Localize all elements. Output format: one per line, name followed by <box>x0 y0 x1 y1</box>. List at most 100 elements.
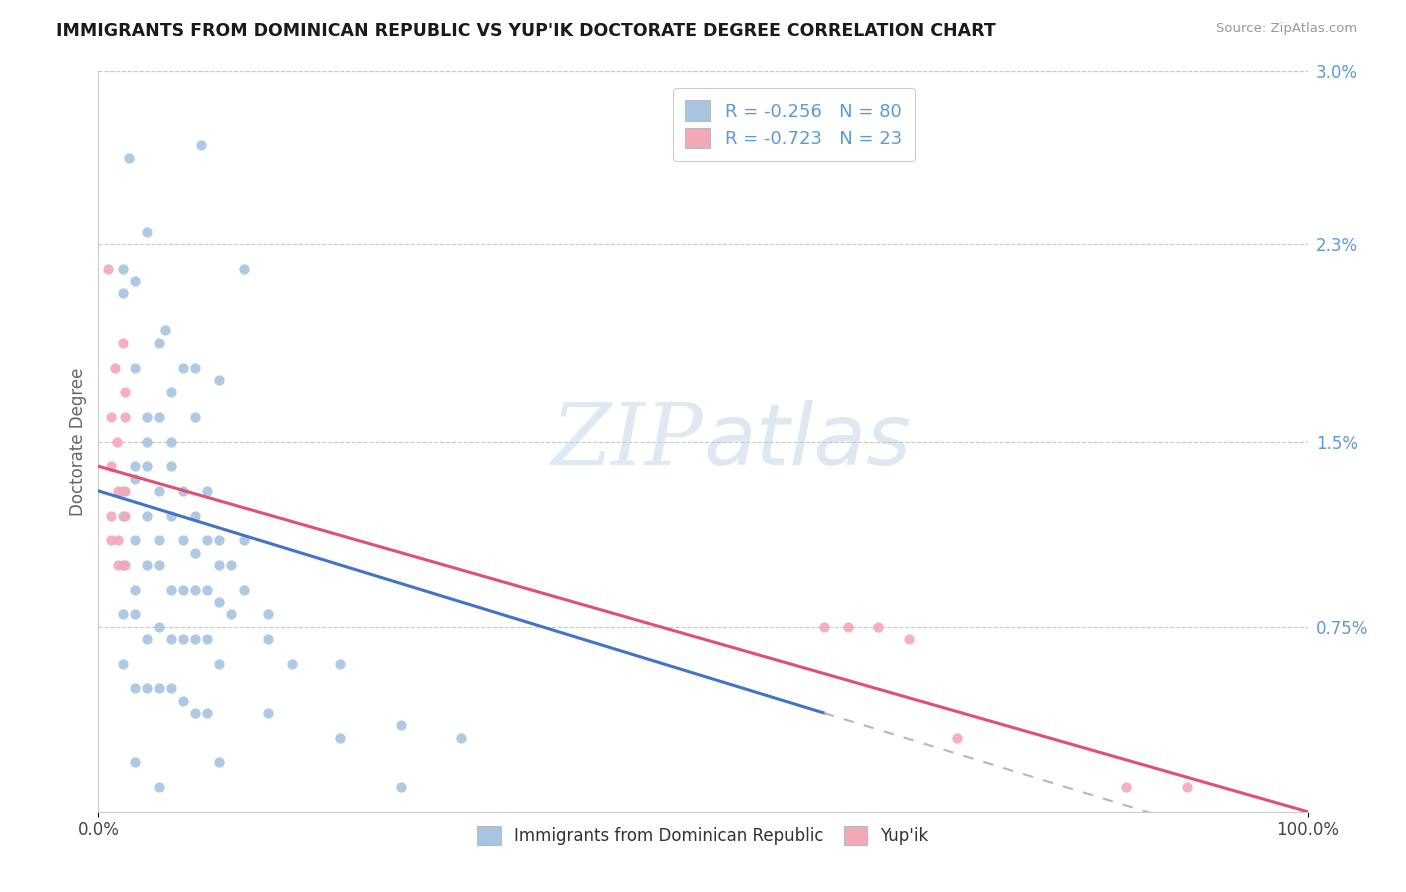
Point <box>160 582 183 597</box>
Point <box>153 324 176 338</box>
Point <box>111 286 134 301</box>
Point <box>148 619 170 633</box>
Point <box>114 508 136 523</box>
Point <box>97 261 120 276</box>
Point <box>837 619 859 633</box>
Point <box>111 558 134 572</box>
Legend: Immigrants from Dominican Republic, Yup'ik: Immigrants from Dominican Republic, Yup'… <box>467 816 939 855</box>
Point <box>148 533 170 548</box>
Point <box>124 360 146 375</box>
Point <box>1175 780 1198 794</box>
Point <box>160 434 183 449</box>
Point <box>208 533 231 548</box>
Point <box>111 607 134 622</box>
Point <box>208 558 231 572</box>
Point <box>172 533 194 548</box>
Point <box>195 483 218 498</box>
Point <box>124 756 146 770</box>
Point <box>100 459 122 474</box>
Point <box>148 558 170 572</box>
Point <box>107 558 129 572</box>
Text: atlas: atlas <box>703 400 911 483</box>
Point <box>105 434 128 449</box>
Text: IMMIGRANTS FROM DOMINICAN REPUBLIC VS YUP'IK DOCTORATE DEGREE CORRELATION CHART: IMMIGRANTS FROM DOMINICAN REPUBLIC VS YU… <box>56 22 995 40</box>
Point <box>256 607 278 622</box>
Point <box>124 274 146 288</box>
Point <box>114 385 136 400</box>
Point <box>208 657 231 671</box>
Point <box>450 731 472 745</box>
Point <box>184 508 207 523</box>
Point <box>160 459 183 474</box>
Point <box>184 632 207 646</box>
Point <box>184 545 207 560</box>
Point <box>104 360 127 375</box>
Point <box>107 483 129 498</box>
Point <box>135 681 157 696</box>
Point <box>148 780 170 794</box>
Point <box>897 632 920 646</box>
Point <box>868 619 890 633</box>
Point <box>195 582 218 597</box>
Point <box>124 459 146 474</box>
Point <box>114 483 136 498</box>
Point <box>135 434 157 449</box>
Point <box>148 335 170 350</box>
Point <box>195 706 218 720</box>
Point <box>172 582 194 597</box>
Point <box>232 582 254 597</box>
Point <box>172 483 194 498</box>
Point <box>195 632 218 646</box>
Point <box>124 607 146 622</box>
Point <box>100 533 122 548</box>
Point <box>160 508 183 523</box>
Point <box>389 718 412 732</box>
Point <box>184 409 207 424</box>
Point <box>221 607 243 622</box>
Point <box>135 225 157 239</box>
Point <box>184 706 207 720</box>
Text: Source: ZipAtlas.com: Source: ZipAtlas.com <box>1216 22 1357 36</box>
Point <box>148 409 170 424</box>
Point <box>135 409 157 424</box>
Point <box>172 360 194 375</box>
Point <box>160 385 183 400</box>
Point <box>135 632 157 646</box>
Point <box>118 151 141 165</box>
Point <box>160 681 183 696</box>
Point <box>946 731 969 745</box>
Point <box>329 731 352 745</box>
Point <box>148 681 170 696</box>
Point <box>100 409 122 424</box>
Point <box>124 533 146 548</box>
Point <box>190 138 212 153</box>
Point <box>135 459 157 474</box>
Point <box>1115 780 1137 794</box>
Point <box>232 533 254 548</box>
Point <box>256 632 278 646</box>
Point <box>135 508 157 523</box>
Point <box>813 619 835 633</box>
Point <box>281 657 304 671</box>
Point <box>124 471 146 485</box>
Point <box>389 780 412 794</box>
Point <box>111 483 134 498</box>
Point <box>111 657 134 671</box>
Point <box>135 558 157 572</box>
Point <box>208 373 231 387</box>
Point <box>160 632 183 646</box>
Point <box>100 508 122 523</box>
Point <box>208 756 231 770</box>
Point <box>172 694 194 708</box>
Point <box>172 632 194 646</box>
Point <box>111 335 134 350</box>
Point <box>195 533 218 548</box>
Point <box>111 508 134 523</box>
Text: ZIP: ZIP <box>551 401 703 483</box>
Point <box>256 706 278 720</box>
Point <box>329 657 352 671</box>
Point <box>221 558 243 572</box>
Point <box>124 681 146 696</box>
Y-axis label: Doctorate Degree: Doctorate Degree <box>69 368 87 516</box>
Point <box>114 558 136 572</box>
